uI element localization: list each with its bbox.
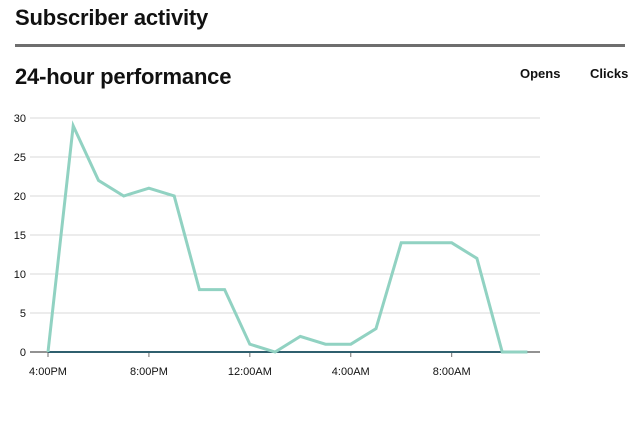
data-point-opens[interactable] (498, 348, 506, 356)
y-axis-ticks: 0 5 10 15 20 25 30 (14, 113, 26, 359)
data-point-clicks[interactable] (246, 348, 254, 356)
data-point-opens[interactable] (523, 348, 531, 356)
data-point-opens[interactable] (120, 192, 128, 200)
title-divider (15, 44, 625, 47)
x-tick-label: 8:00PM (130, 366, 168, 378)
data-point-clicks[interactable] (473, 348, 481, 356)
series-line-opens[interactable] (46, 120, 528, 354)
section-title: 24-hour performance (15, 64, 232, 89)
data-point-opens[interactable] (69, 122, 77, 130)
data-point-clicks[interactable] (296, 348, 304, 356)
data-point-opens[interactable] (422, 239, 430, 247)
data-point-clicks[interactable] (170, 348, 178, 356)
data-point-clicks[interactable] (397, 348, 405, 356)
y-tick-label: 5 (20, 308, 26, 320)
data-point-opens[interactable] (145, 184, 153, 192)
data-point-opens[interactable] (221, 286, 229, 294)
y-tick-label: 15 (14, 230, 26, 242)
data-point-opens[interactable] (271, 348, 279, 356)
data-point-clicks[interactable] (195, 348, 203, 356)
data-point-opens[interactable] (473, 254, 481, 262)
legend-clicks[interactable]: Clicks (590, 66, 629, 81)
data-point-clicks[interactable] (322, 348, 330, 356)
chart-series (44, 120, 531, 356)
data-point-clicks[interactable] (94, 348, 102, 356)
data-point-opens[interactable] (397, 239, 405, 247)
page-title: Subscriber activity (15, 5, 209, 30)
data-point-clicks[interactable] (347, 348, 355, 356)
y-tick-label: 0 (20, 347, 26, 359)
data-point-clicks[interactable] (422, 348, 430, 356)
legend-opens[interactable]: Opens (520, 66, 561, 81)
data-point-opens[interactable] (94, 176, 102, 184)
x-tick-label: 12:00AM (228, 366, 272, 378)
chart-gridlines (30, 117, 540, 353)
data-point-clicks[interactable] (120, 348, 128, 356)
data-point-opens[interactable] (44, 348, 52, 356)
data-point-clicks[interactable] (69, 348, 77, 356)
data-point-opens[interactable] (448, 239, 456, 247)
y-tick-label: 30 (14, 113, 26, 125)
data-point-clicks[interactable] (145, 348, 153, 356)
data-point-clicks[interactable] (448, 348, 456, 356)
y-tick-label: 10 (14, 269, 26, 281)
x-tick-label: 8:00AM (433, 366, 471, 378)
data-point-opens[interactable] (372, 325, 380, 333)
data-point-opens[interactable] (322, 340, 330, 348)
x-tick-label: 4:00PM (29, 366, 67, 378)
x-tick-label: 4:00AM (332, 366, 370, 378)
x-axis-ticks: 4:00PM 8:00PM 12:00AM 4:00AM 8:00AM (29, 352, 471, 378)
data-point-clicks[interactable] (221, 348, 229, 356)
data-point-opens[interactable] (195, 286, 203, 294)
y-tick-label: 25 (14, 152, 26, 164)
data-point-opens[interactable] (170, 192, 178, 200)
data-point-clicks[interactable] (372, 348, 380, 356)
data-point-opens[interactable] (296, 332, 304, 340)
data-point-opens[interactable] (246, 340, 254, 348)
y-tick-label: 20 (14, 191, 26, 203)
data-point-opens[interactable] (347, 340, 355, 348)
